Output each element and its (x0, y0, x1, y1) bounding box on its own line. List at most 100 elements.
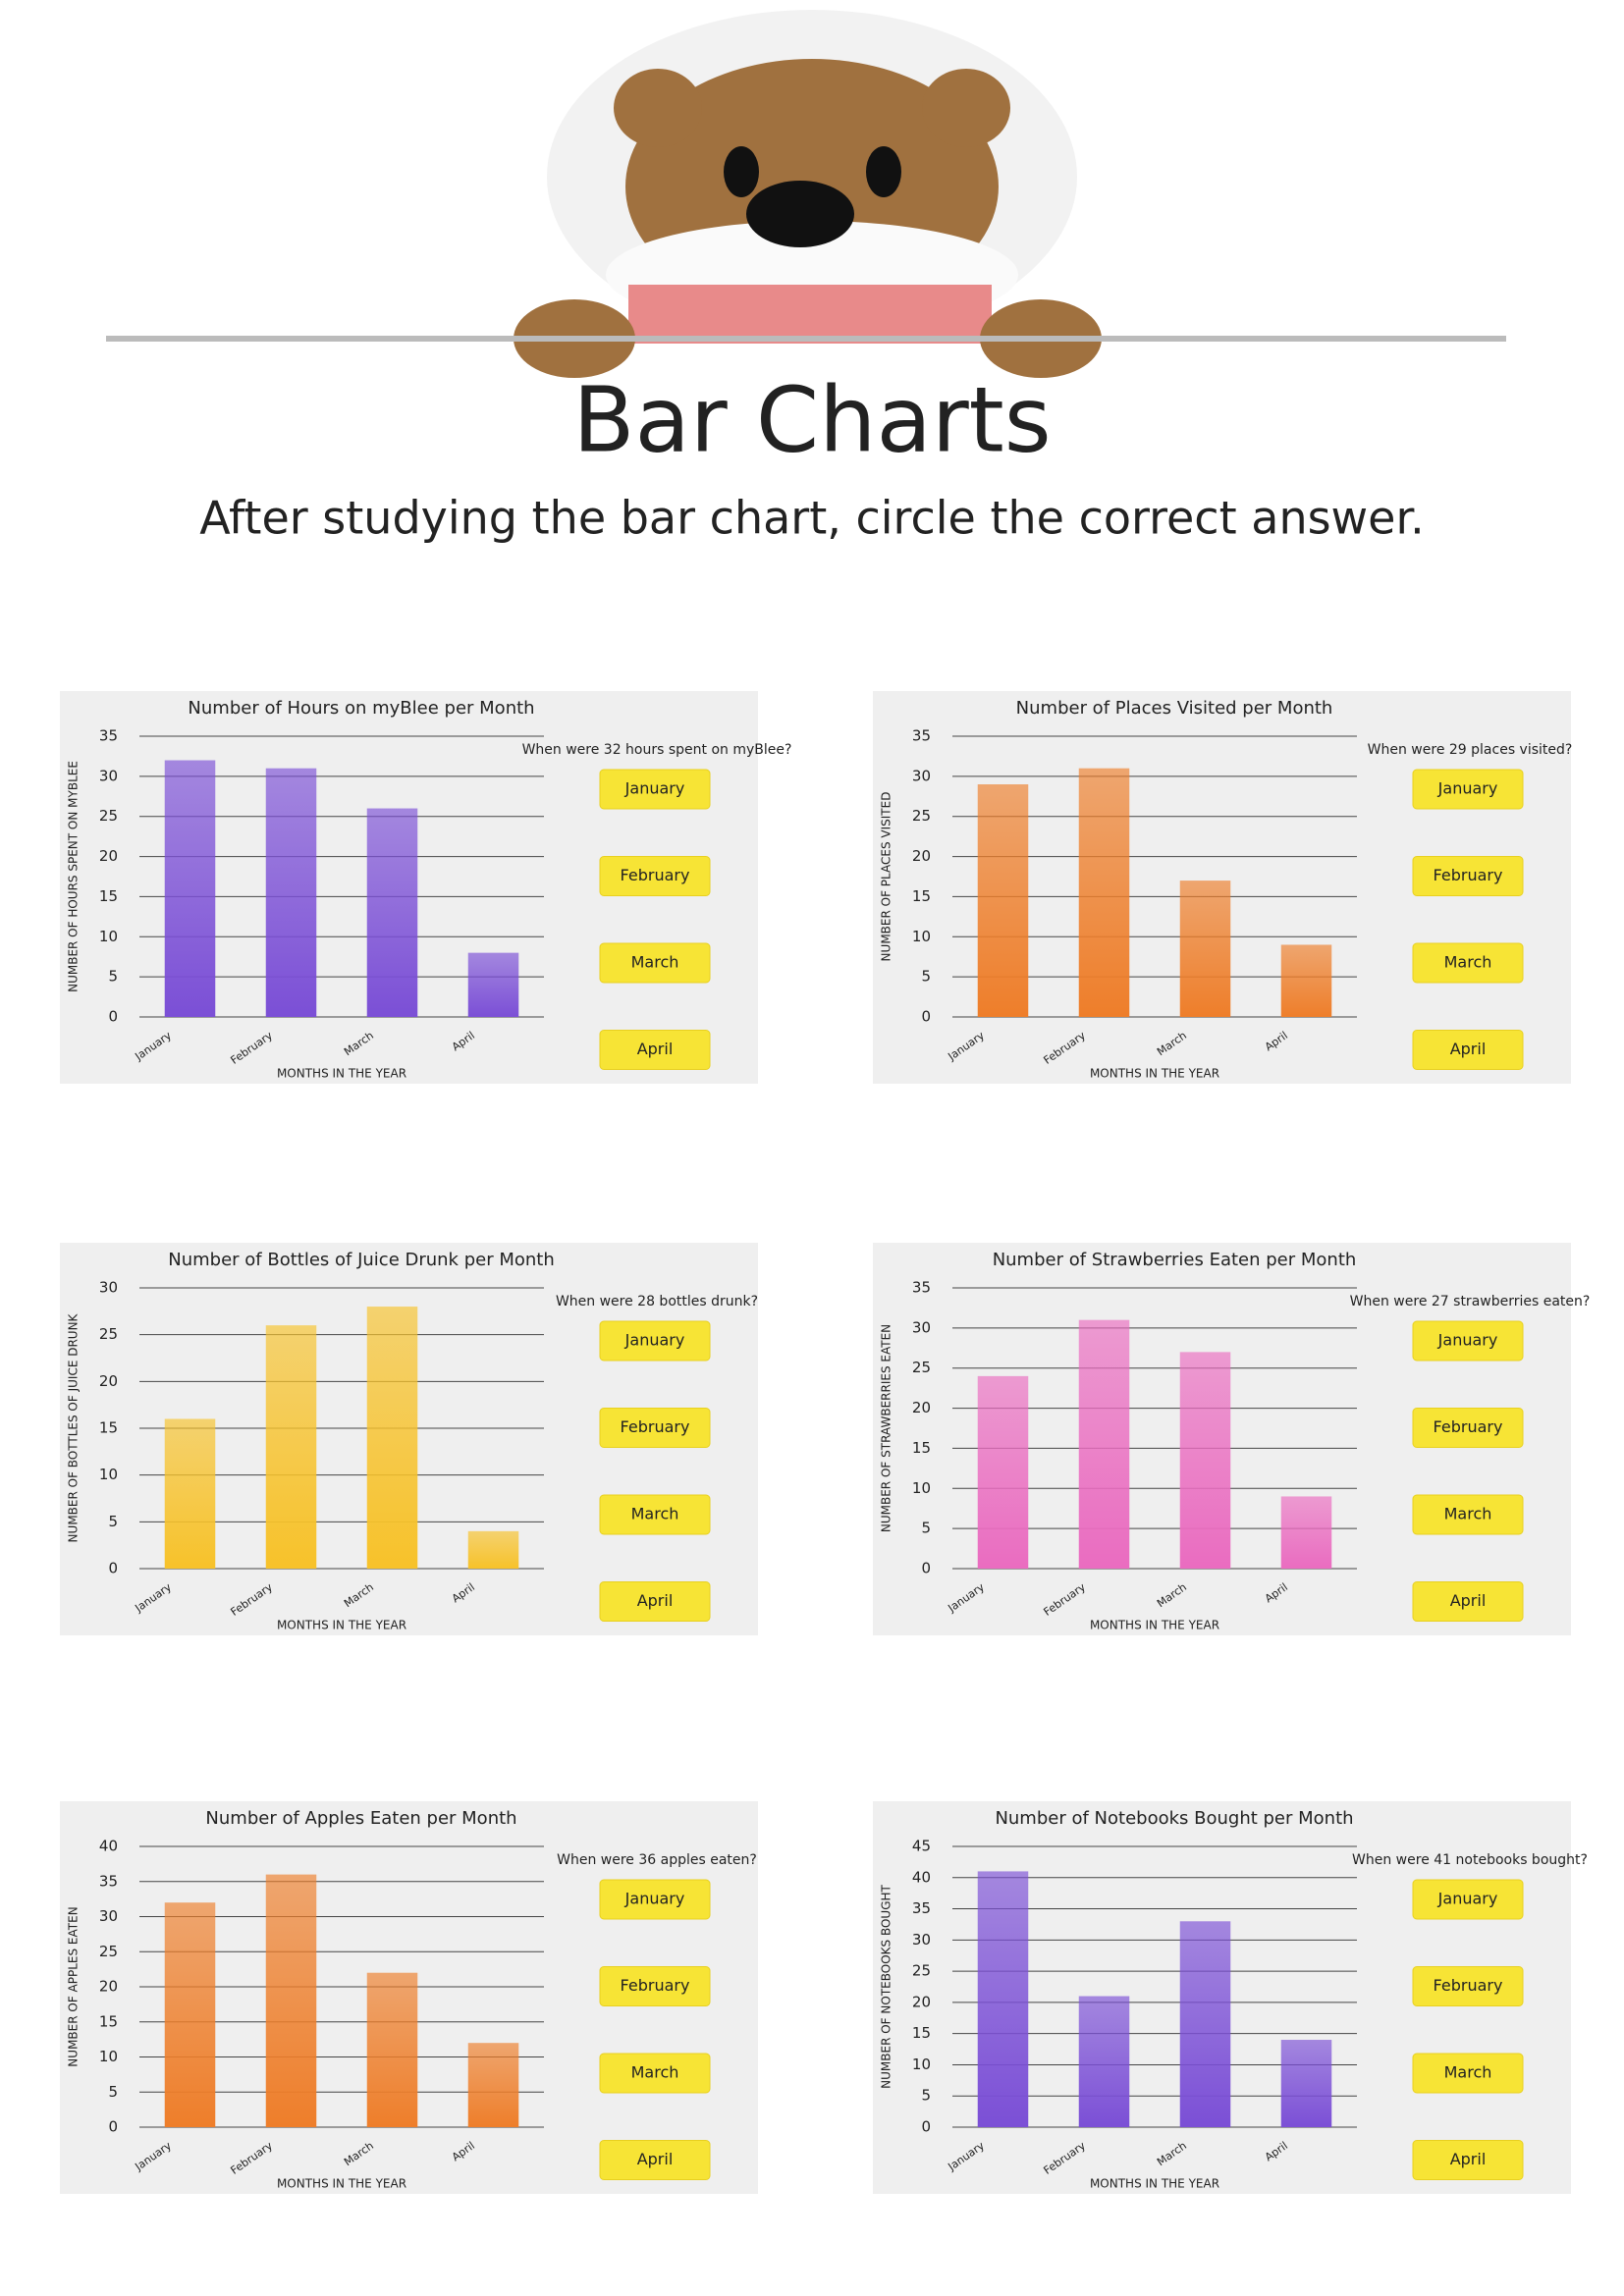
y-tick-label: 35 (912, 1279, 931, 1297)
y-axis-label: NUMBER OF NOTEBOOKS BOUGHT (880, 1884, 893, 2088)
y-tick-label: 30 (912, 1931, 931, 1949)
y-tick-label: 0 (921, 2118, 931, 2136)
answer-option[interactable]: March (631, 2063, 679, 2082)
bar (1078, 1319, 1130, 1569)
y-tick-label: 20 (99, 847, 118, 865)
answer-option[interactable]: February (621, 1417, 690, 1436)
bar (467, 2043, 519, 2127)
answer-option-box (1412, 1408, 1524, 1448)
y-tick-label: 40 (912, 1868, 931, 1886)
y-tick-label: 25 (912, 1359, 931, 1376)
answer-option[interactable]: February (1434, 1976, 1503, 1995)
page-subtitle: After studying the bar chart, circle the… (199, 492, 1425, 545)
chart-title: Number of Apples Eaten per Month (205, 1808, 516, 1829)
chart-panel: Number of Hours on myBlee per Month 0 5 10 1… (60, 691, 791, 1084)
answer-option[interactable]: March (1444, 1505, 1492, 1523)
y-tick-label: 45 (912, 1838, 931, 1855)
y-tick-label: 5 (108, 1513, 118, 1530)
answer-option[interactable]: February (1434, 866, 1503, 884)
answer-option[interactable]: January (624, 1331, 685, 1350)
answer-option[interactable]: April (1450, 1591, 1487, 1610)
bar (1280, 2040, 1332, 2127)
answer-option[interactable]: April (637, 1040, 674, 1058)
bar (366, 1307, 418, 1569)
bar (164, 1418, 216, 1569)
answer-option[interactable]: March (631, 953, 679, 972)
y-tick-label: 20 (912, 1399, 931, 1416)
x-axis-label: MONTHS IN THE YEAR (277, 2177, 406, 2191)
answer-option-box (1412, 1966, 1524, 2006)
chart-title: Number of Places Visited per Month (1016, 698, 1333, 719)
answer-option[interactable]: March (1444, 2063, 1492, 2082)
y-axis-label: NUMBER OF PLACES VISITED (880, 792, 893, 962)
answer-option-box (599, 1581, 711, 1622)
answer-option-box (599, 2140, 711, 2180)
answer-option[interactable]: April (1450, 2150, 1487, 2168)
answer-option-box (1412, 769, 1524, 810)
answer-option-box (599, 1879, 711, 1920)
y-tick-label: 10 (99, 2048, 118, 2065)
question: When were 29 places visited? (1368, 742, 1573, 758)
answer-option[interactable]: April (637, 1591, 674, 1610)
answer-option-box (599, 1320, 711, 1362)
question: When were 27 strawberries eaten? (1350, 1294, 1591, 1309)
bar (265, 768, 317, 1017)
answer-option-box (599, 942, 711, 984)
question: When were 36 apples eaten? (557, 1852, 757, 1868)
answer-option[interactable]: February (621, 1976, 690, 1995)
y-tick-label: 30 (99, 1279, 118, 1297)
y-tick-label: 10 (912, 928, 931, 945)
x-axis-label: MONTHS IN THE YEAR (1090, 1067, 1219, 1081)
answer-option-box (599, 1494, 711, 1535)
y-tick-label: 30 (99, 767, 118, 784)
answer-option-box (1412, 856, 1524, 896)
answer-option-box (1412, 2053, 1524, 2094)
y-tick-label: 0 (108, 1008, 118, 1026)
answer-option-box (1412, 1494, 1524, 1535)
chart-title: Number of Strawberries Eaten per Month (993, 1250, 1357, 1270)
y-tick-label: 0 (921, 1008, 931, 1026)
y-tick-label: 10 (912, 1479, 931, 1497)
y-tick-label: 5 (921, 2087, 931, 2105)
answer-option-box (599, 1966, 711, 2006)
y-tick-label: 0 (108, 1560, 118, 1577)
y-tick-label: 20 (99, 1978, 118, 1996)
y-tick-label: 15 (912, 887, 931, 905)
chart-panel: Number of Notebooks Bought per Month 0 5 10… (873, 1801, 1588, 2194)
y-tick-label: 25 (912, 807, 931, 825)
answer-option[interactable]: April (637, 2150, 674, 2168)
answer-option[interactable]: January (1437, 1331, 1498, 1350)
answer-option[interactable]: January (624, 1890, 685, 1908)
chart-panel: Number of Places Visited per Month 0 5 10 15… (873, 691, 1572, 1084)
y-tick-label: 35 (912, 727, 931, 745)
answer-option[interactable]: January (1437, 1890, 1498, 1908)
y-tick-label: 5 (108, 2083, 118, 2101)
chart-title: Number of Notebooks Bought per Month (995, 1808, 1353, 1829)
x-axis-label: MONTHS IN THE YEAR (1090, 1619, 1219, 1632)
y-tick-label: 35 (99, 1872, 118, 1890)
answer-option-box (1412, 1030, 1524, 1070)
answer-option[interactable]: February (1434, 1417, 1503, 1436)
answer-option-box (599, 856, 711, 896)
answer-option[interactable]: April (1450, 1040, 1487, 1058)
y-tick-label: 10 (912, 2056, 931, 2073)
answer-option-box (599, 1408, 711, 1448)
answer-option[interactable]: February (621, 866, 690, 884)
answer-option[interactable]: March (631, 1505, 679, 1523)
answer-option[interactable]: January (624, 779, 685, 798)
answer-option[interactable]: January (1437, 779, 1498, 798)
y-tick-label: 10 (99, 1466, 118, 1483)
chart-title: Number of Bottles of Juice Drunk per Mon… (168, 1250, 555, 1270)
bar (1179, 881, 1231, 1017)
bar (977, 1375, 1029, 1569)
y-tick-label: 5 (921, 968, 931, 986)
bar (1179, 1352, 1231, 1569)
answer-option[interactable]: March (1444, 953, 1492, 972)
y-tick-label: 15 (912, 1439, 931, 1457)
bear-mascot (106, 10, 1506, 378)
chart-panel: Number of Bottles of Juice Drunk per Mon… (60, 1243, 758, 1635)
y-tick-label: 40 (99, 1838, 118, 1855)
chart-title: Number of Hours on myBlee per Month (188, 698, 534, 719)
y-tick-label: 25 (99, 1325, 118, 1343)
